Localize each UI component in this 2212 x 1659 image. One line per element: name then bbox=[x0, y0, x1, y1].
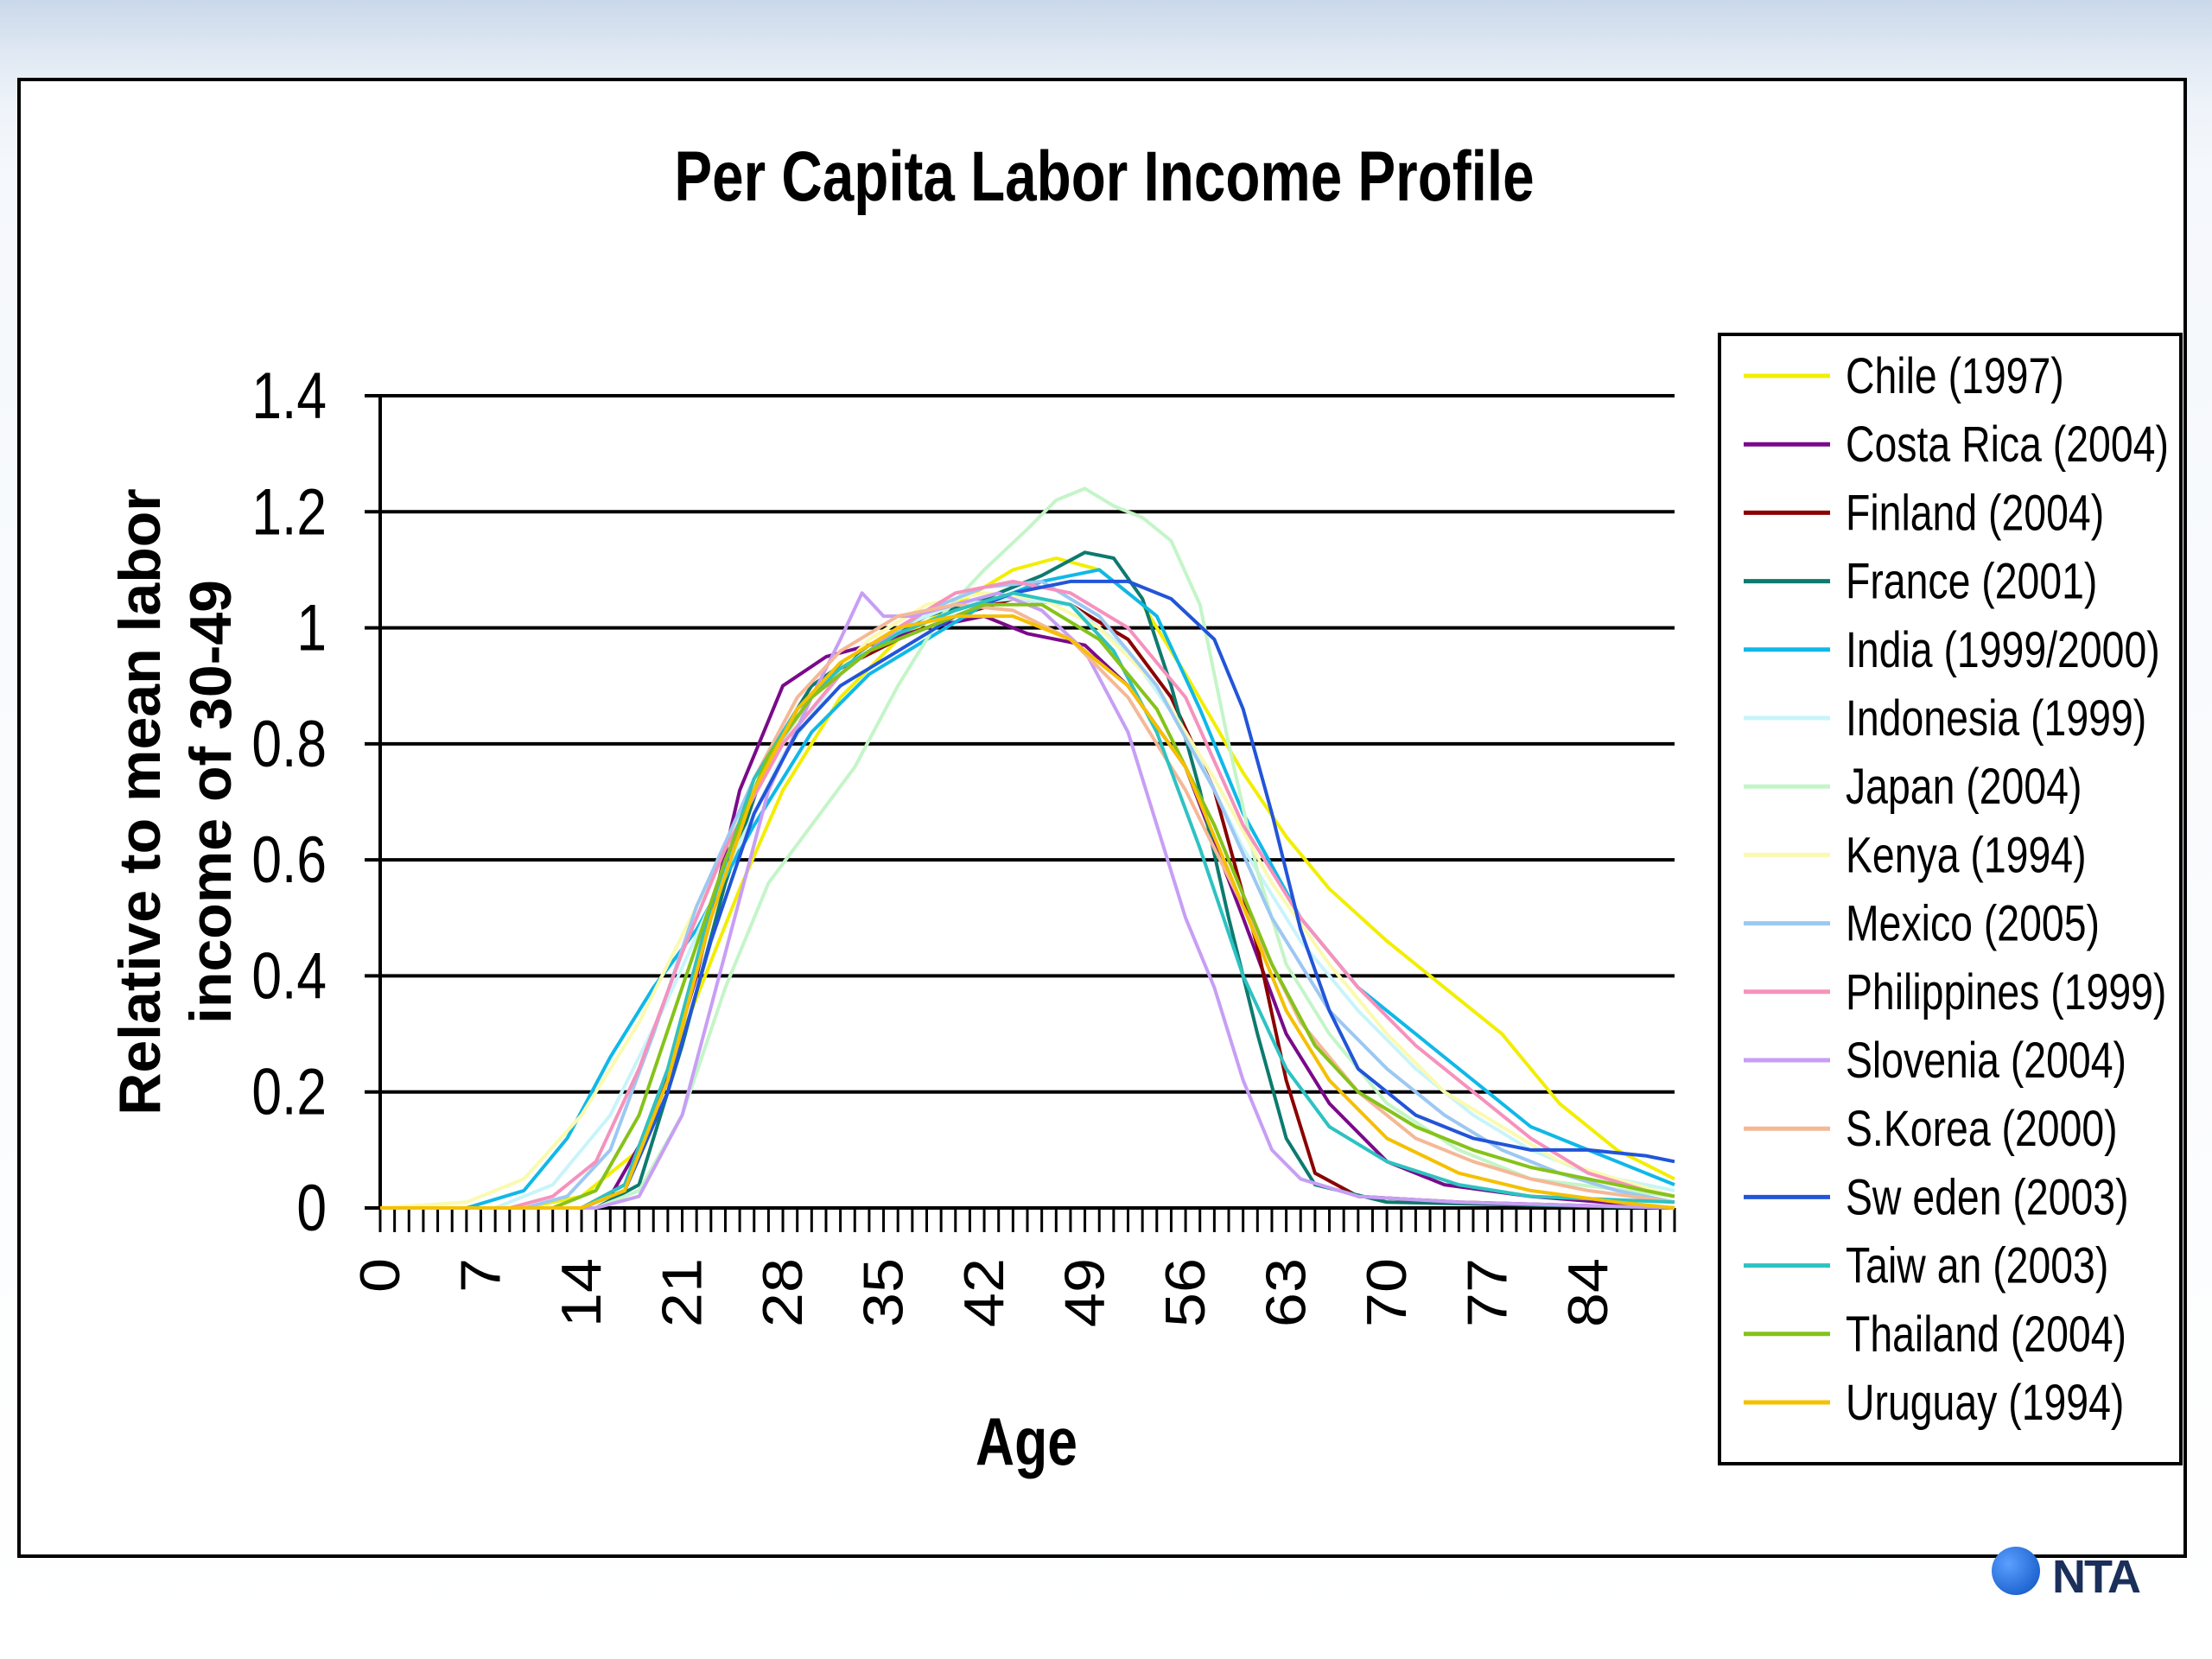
x-tick-label: 0 bbox=[348, 1258, 411, 1293]
legend-label: France (2001) bbox=[1846, 554, 2097, 610]
x-tick-label: 28 bbox=[751, 1258, 814, 1327]
x-tick-label: 84 bbox=[1556, 1258, 1619, 1327]
series-line bbox=[380, 556, 1675, 1210]
series-line bbox=[380, 597, 1675, 1210]
legend-label: Indonesia (1999) bbox=[1846, 690, 2146, 747]
x-tick-label: 63 bbox=[1255, 1258, 1318, 1327]
series-line bbox=[380, 614, 1675, 1210]
y-tick-label: 0.4 bbox=[251, 939, 327, 1013]
legend-label: Kenya (1994) bbox=[1846, 827, 2087, 883]
legend-label: S.Korea (2000) bbox=[1846, 1101, 2118, 1157]
legend-label: Slovenia (2004) bbox=[1846, 1033, 2126, 1089]
series-line bbox=[379, 591, 1675, 1210]
y-tick-label: 1.2 bbox=[251, 474, 327, 548]
legend-label: Taiw an (2003) bbox=[1846, 1238, 2108, 1294]
x-axis-label: Age bbox=[976, 1403, 1077, 1478]
grid-lines bbox=[365, 394, 1675, 1094]
series-line bbox=[380, 591, 1675, 1210]
y-tick-label: 1.4 bbox=[251, 359, 327, 432]
series-line bbox=[380, 602, 1675, 1210]
legend-label: Uruguay (1994) bbox=[1846, 1375, 2124, 1431]
x-tick-label: 70 bbox=[1355, 1258, 1418, 1327]
y-tick-label: 1 bbox=[296, 591, 327, 664]
series-line bbox=[380, 591, 1675, 1210]
y-tick-label: 0.2 bbox=[251, 1055, 327, 1128]
logo-text: NTA bbox=[2052, 1551, 2141, 1603]
y-axis-label: Relative to mean laborincome of 30-49 bbox=[107, 488, 244, 1116]
legend-label: Finland (2004) bbox=[1846, 485, 2104, 541]
x-tick-label: 21 bbox=[651, 1258, 714, 1327]
legend-label: India (1999/2000) bbox=[1846, 622, 2160, 678]
x-tick-label: 77 bbox=[1456, 1258, 1519, 1327]
y-tick-label: 0.6 bbox=[251, 823, 327, 896]
x-tick-label: 56 bbox=[1154, 1258, 1217, 1327]
legend-box bbox=[1718, 333, 2183, 1465]
series-line bbox=[380, 597, 1675, 1210]
series-lines bbox=[379, 486, 1675, 1210]
y-tick-label: 0.8 bbox=[251, 707, 327, 780]
logo-globe-icon bbox=[1992, 1547, 2040, 1595]
x-tick-label: 35 bbox=[852, 1258, 915, 1327]
nta-logo: NTA bbox=[1992, 1538, 2164, 1607]
series-line bbox=[380, 550, 1675, 1210]
series-line bbox=[380, 486, 1675, 1210]
y-tick-label: 0 bbox=[296, 1171, 327, 1244]
chart-title: Per Capita Labor Income Profile bbox=[674, 137, 1534, 216]
x-tick-label: 42 bbox=[952, 1258, 1015, 1327]
legend: Chile (1997) Costa Rica (2004) Finland (20… bbox=[1718, 333, 2183, 1465]
x-tick-label: 14 bbox=[550, 1258, 613, 1327]
x-tick-label: 7 bbox=[449, 1258, 512, 1293]
legend-label: Japan (2004) bbox=[1846, 759, 2082, 815]
legend-label: Sw eden (2003) bbox=[1846, 1169, 2129, 1225]
axes: 0 0.2 0.4 0.6 0.8 1 1.2 1.4 0 7 14 21 28 35 42 49 56 63 70… bbox=[251, 359, 1676, 1327]
legend-label: Philippines (1999) bbox=[1846, 964, 2166, 1020]
series-line bbox=[380, 602, 1675, 1210]
legend-label: Mexico (2005) bbox=[1846, 896, 2100, 952]
legend-label: Thailand (2004) bbox=[1846, 1306, 2126, 1363]
legend-label: Chile (1997) bbox=[1846, 348, 2064, 404]
series-line bbox=[380, 579, 1675, 1210]
x-tick-label: 49 bbox=[1053, 1258, 1116, 1327]
legend-label: Costa Rica (2004) bbox=[1846, 416, 2169, 473]
